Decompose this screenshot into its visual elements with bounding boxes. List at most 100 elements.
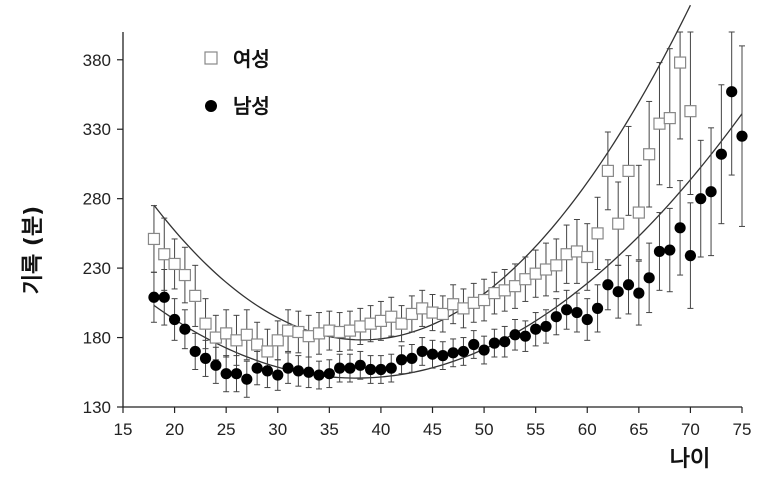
female-data-point xyxy=(570,245,584,258)
female-data-point xyxy=(539,263,553,276)
x-ticks: 15 20 25 30 35 40 45 50 55 60 65 70 75 xyxy=(114,407,751,439)
male-data-point xyxy=(261,365,274,377)
male-trend-line xyxy=(153,113,743,379)
female-trend-line xyxy=(153,4,692,341)
female-data-point xyxy=(426,306,439,319)
female-data-point xyxy=(581,250,594,264)
male-data-point xyxy=(334,362,346,374)
x-tick-label: 45 xyxy=(423,420,442,439)
female-data-point xyxy=(498,284,511,297)
male-data-point xyxy=(210,359,222,371)
male-data-point xyxy=(220,368,232,380)
male-data-point xyxy=(499,336,511,348)
male-data-point xyxy=(591,302,604,314)
x-tick-label: 20 xyxy=(165,420,184,439)
female-data-point xyxy=(240,328,253,341)
y-tick-label: 230 xyxy=(83,259,111,278)
male-data-point xyxy=(416,345,428,358)
female-data-point xyxy=(374,314,388,327)
female-data-point xyxy=(323,324,336,337)
male-data-point xyxy=(705,186,717,198)
male-data-point xyxy=(375,363,387,376)
male-data-point xyxy=(684,250,697,262)
male-data-point xyxy=(199,352,212,364)
y-tick-label: 130 xyxy=(83,398,111,417)
male-data-point xyxy=(561,304,573,316)
male-data-point xyxy=(148,291,160,303)
female-data-point xyxy=(416,302,429,315)
female-data-point xyxy=(632,206,645,219)
male-data-point xyxy=(365,363,377,376)
male-data-point xyxy=(168,313,181,326)
male-data-point xyxy=(715,148,727,160)
male-data-point xyxy=(488,337,500,349)
female-data-point xyxy=(673,56,687,69)
x-tick-label: 55 xyxy=(526,420,545,439)
male-data-point xyxy=(581,313,593,326)
male-data-point xyxy=(179,323,191,335)
female-data-point xyxy=(189,289,202,302)
female-data-point xyxy=(147,232,161,246)
female-data-point xyxy=(178,268,191,282)
male-data-point xyxy=(272,369,284,381)
female-data-point xyxy=(508,280,522,293)
male-data-point xyxy=(457,345,470,358)
male-data-point xyxy=(530,323,542,335)
female-data-point xyxy=(251,338,264,351)
male-data-point xyxy=(643,272,655,284)
female-data-point xyxy=(488,287,501,300)
female-data-point xyxy=(158,248,171,261)
female-data-point xyxy=(199,317,212,330)
female-data-point xyxy=(220,327,233,340)
male-data-point xyxy=(633,287,645,299)
x-tick-label: 35 xyxy=(320,420,339,439)
male-data-point xyxy=(447,347,459,359)
female-data-point xyxy=(292,325,305,339)
male-data-point xyxy=(354,359,366,371)
male-data-point xyxy=(571,306,583,319)
female-data-point xyxy=(281,324,295,337)
female-data-point xyxy=(354,320,367,333)
y-tick-label: 380 xyxy=(83,51,111,70)
female-data-point xyxy=(663,112,676,125)
male-data-point xyxy=(674,222,686,234)
male-data-point xyxy=(622,279,635,291)
male-data-point xyxy=(313,369,325,381)
male-data-point xyxy=(509,329,521,341)
female-data-point xyxy=(261,345,274,358)
female-data-point xyxy=(385,310,398,323)
male-data-point xyxy=(478,344,490,356)
male-data-point xyxy=(653,245,666,258)
male-data-point xyxy=(241,373,253,385)
x-tick-label: 60 xyxy=(578,420,597,439)
male-data-point xyxy=(282,362,294,374)
female-data-point xyxy=(405,307,418,321)
x-tick-label: 65 xyxy=(629,420,648,439)
female-data-point xyxy=(457,302,470,315)
male-data-point xyxy=(189,345,201,358)
female-data-point xyxy=(436,307,449,321)
female-data-point xyxy=(395,317,408,330)
male-data-point xyxy=(736,130,748,142)
legend-marker-female xyxy=(204,51,218,65)
female-data-point xyxy=(168,257,181,271)
x-tick-label: 25 xyxy=(217,420,236,439)
female-data-point xyxy=(612,217,625,230)
male-data-point xyxy=(158,291,170,303)
male-data-point xyxy=(519,330,531,342)
male-data-point xyxy=(550,311,562,323)
female-data-point xyxy=(653,117,666,130)
female-data-point xyxy=(643,148,656,161)
male-data-point xyxy=(251,362,263,374)
female-data-point xyxy=(550,259,563,272)
male-data-point xyxy=(612,286,624,298)
legend-marker-male xyxy=(205,100,217,112)
y-tick-label: 330 xyxy=(83,120,111,139)
female-data-point xyxy=(209,331,222,344)
legend-label-female: 여성 xyxy=(233,47,270,71)
female-data-point xyxy=(343,324,357,337)
female-data-point xyxy=(312,327,326,340)
x-axis-label: 나이 xyxy=(670,447,710,472)
female-data-point xyxy=(684,105,697,118)
